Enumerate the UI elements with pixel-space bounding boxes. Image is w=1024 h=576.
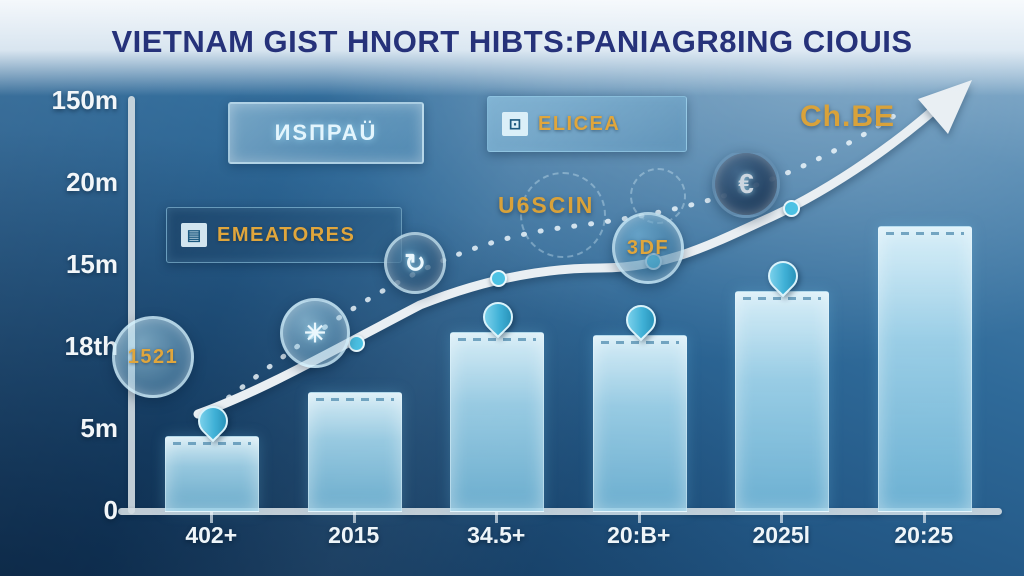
x-axis-tick-label: 20:25: [894, 522, 954, 548]
badge-3df-circle: 3DF: [612, 212, 684, 284]
trend-point-dot: [490, 270, 507, 287]
y-axis: [128, 96, 135, 514]
badge-1521-circle: 1521: [112, 316, 194, 398]
refresh-icon: ↻: [404, 247, 426, 278]
x-axis-tick-label: 34.5+: [467, 522, 526, 548]
badge-elicea-label: ELICEA: [538, 112, 621, 135]
bar: [735, 291, 830, 512]
bar: [877, 226, 972, 512]
y-axis-tick-label: 15m: [65, 249, 118, 279]
badge-refresh-circle: ↻: [384, 232, 446, 294]
badge-asterisk-circle: ✳: [280, 298, 350, 368]
bar: [450, 332, 545, 512]
bar: [165, 436, 260, 512]
asterisk-icon: ✳: [304, 317, 326, 348]
badge-msnpau-label: ИSПРАÜ: [274, 120, 378, 145]
screen-icon: ⊡: [502, 112, 528, 136]
badge-3df-label: 3DF: [626, 236, 670, 259]
x-axis-tick-label: 402+: [185, 522, 238, 548]
x-axis: [118, 508, 1002, 515]
badge-euro-circle: €: [712, 150, 780, 218]
x-axis-tick: [637, 512, 641, 523]
x-axis-tick-label: 2015: [328, 522, 380, 548]
y-axis-tick-label: 5m: [80, 413, 118, 443]
badge-emeatores-box: ▤ EMEATORES: [166, 207, 402, 263]
x-axis-tick: [922, 512, 926, 523]
y-axis-tick-label: 20m: [65, 167, 118, 197]
x-axis-tick-label: 20:B+: [607, 522, 671, 548]
y-axis-tick-label: 18th: [64, 331, 118, 361]
badge-elicea-box: ⊡ ELICEA: [487, 96, 687, 152]
badge-chbe-label: Ch.BE: [800, 100, 895, 133]
badge-u6scin-label: U6SCIN: [498, 192, 595, 218]
euro-icon: €: [738, 168, 754, 199]
monitor-icon: ▤: [181, 223, 207, 247]
x-axis-tick-label: 2025l: [752, 522, 811, 548]
badge-1521-label: 1521: [127, 345, 179, 368]
badge-emeatores-label: EMEATORES: [217, 223, 356, 246]
page-title: VIETNAM GIST HNORT HIBTS:PANIAGR8ING CIO…: [111, 24, 913, 59]
title-banner: VIETNAM GIST HNORT HIBTS:PANIAGR8ING CIO…: [0, 0, 1024, 96]
x-axis-tick: [780, 512, 784, 523]
trend-point-dot: [348, 335, 365, 352]
badge-msnpau-box: ИSПРАÜ: [228, 102, 424, 164]
x-axis-tick: [495, 512, 499, 523]
x-axis-tick: [352, 512, 356, 523]
x-axis-tick: [210, 512, 214, 523]
y-axis-tick-label: 0: [103, 495, 118, 525]
bar: [307, 392, 402, 512]
bar: [592, 335, 687, 512]
trend-point-dot: [783, 200, 800, 217]
